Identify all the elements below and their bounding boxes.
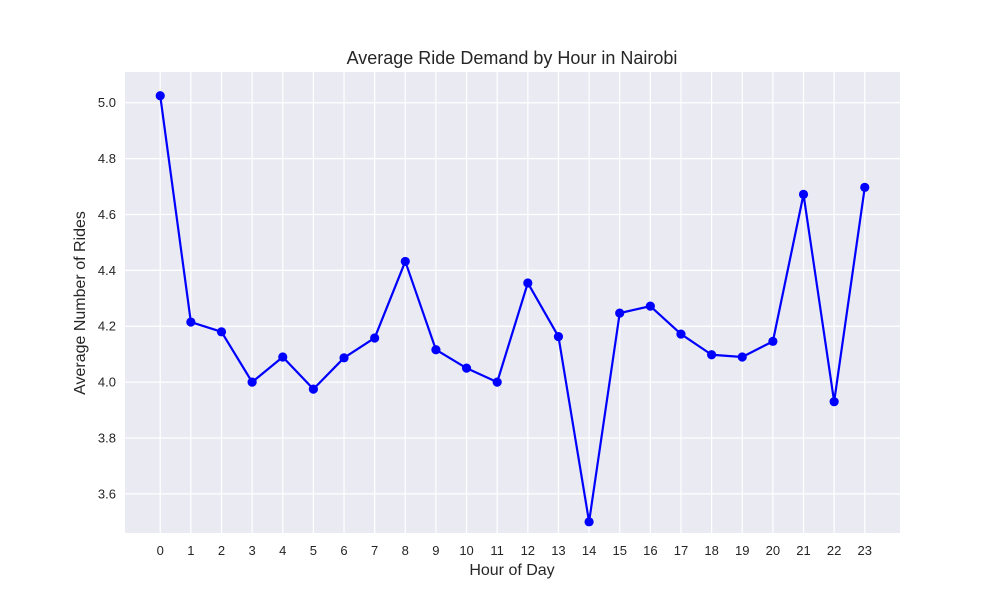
data-point xyxy=(461,363,472,373)
x-tick-label: 1 xyxy=(187,543,194,558)
y-tick-label: 4.6 xyxy=(98,207,116,222)
data-point xyxy=(707,350,717,360)
x-tick-label: 16 xyxy=(643,543,657,558)
data-point xyxy=(829,397,839,407)
data-point xyxy=(278,352,288,362)
data-point xyxy=(431,345,441,355)
data-point xyxy=(645,301,655,311)
x-tick-label: 10 xyxy=(459,543,473,558)
x-tick-label: 8 xyxy=(402,543,409,558)
data-point xyxy=(155,91,165,101)
data-point xyxy=(492,377,502,387)
x-tick-label: 20 xyxy=(766,543,780,558)
data-point xyxy=(768,336,778,346)
x-tick-label: 0 xyxy=(157,543,164,558)
series-layer xyxy=(155,91,870,527)
x-tick-label: 5 xyxy=(310,543,317,558)
x-tick-label: 23 xyxy=(858,543,872,558)
y-tick-label: 5.0 xyxy=(98,95,116,110)
x-tick-label: 22 xyxy=(827,543,841,558)
data-point xyxy=(860,182,870,192)
x-tick-label: 3 xyxy=(249,543,256,558)
chart-title: Average Ride Demand by Hour in Nairobi xyxy=(347,48,678,68)
grid-lines xyxy=(125,72,900,533)
x-tick-label: 21 xyxy=(796,543,810,558)
data-point xyxy=(308,384,318,394)
x-tick-label: 6 xyxy=(340,543,347,558)
y-tick-label: 3.6 xyxy=(98,486,116,501)
x-tick-label: 18 xyxy=(704,543,718,558)
x-tick-label: 13 xyxy=(551,543,565,558)
x-tick-label: 19 xyxy=(735,543,749,558)
y-tick-label: 3.8 xyxy=(98,431,116,446)
series-line xyxy=(159,95,866,523)
data-point xyxy=(523,278,533,288)
y-tick-label: 4.8 xyxy=(98,151,116,166)
x-tick-label: 14 xyxy=(582,543,596,558)
data-point xyxy=(798,189,809,199)
x-tick-label: 7 xyxy=(371,543,378,558)
data-point xyxy=(400,256,410,267)
data-point xyxy=(216,327,227,337)
data-point xyxy=(186,317,196,327)
plot-area-background xyxy=(125,72,900,533)
y-axis-label: Average Number of Rides xyxy=(72,211,89,395)
x-axis-label: Hour of Day xyxy=(469,562,554,579)
data-point xyxy=(615,308,625,318)
data-point xyxy=(370,333,380,343)
data-point xyxy=(676,329,686,339)
y-tick-label: 4.2 xyxy=(98,319,116,334)
x-tick-label: 9 xyxy=(432,543,439,558)
x-tick-label: 2 xyxy=(218,543,225,558)
x-tick-label: 17 xyxy=(674,543,688,558)
y-tick-label: 4.0 xyxy=(98,375,116,390)
x-tick-label: 4 xyxy=(279,543,286,558)
y-tick-label: 4.4 xyxy=(98,263,116,278)
axis-ticks: 0 1 2 3 4 5 6 7 8 9 10 11 12 13 14 15 16 17 18 19 20 21 22 233.… xyxy=(98,95,872,558)
data-point xyxy=(247,377,257,387)
x-tick-label: 15 xyxy=(612,543,626,558)
x-tick-label: 12 xyxy=(521,543,535,558)
data-point xyxy=(553,331,564,342)
data-point xyxy=(584,517,594,527)
data-point xyxy=(737,352,747,362)
x-tick-label: 11 xyxy=(490,543,504,558)
data-point xyxy=(339,353,349,363)
